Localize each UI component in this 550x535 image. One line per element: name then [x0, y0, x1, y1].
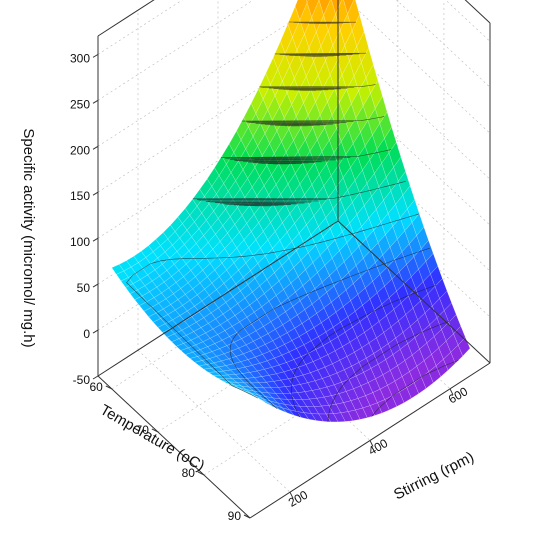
y-tick: [151, 428, 159, 433]
contour-line: [192, 180, 406, 207]
y-tick-label: 80: [182, 466, 196, 480]
contour-line: [259, 84, 376, 91]
contour-line: [288, 21, 357, 24]
contour-line: [126, 213, 420, 399]
x-tick: [449, 388, 454, 396]
contour-line: [229, 247, 430, 409]
z-axis-title: Specific activity (micromol/ mg.h): [20, 128, 37, 347]
y-axis-title: Temperature (oC): [97, 401, 207, 474]
gridline-z: [97, 0, 491, 101]
contour-line: [241, 116, 385, 127]
z-tick: [92, 375, 99, 380]
z-tick-label: 0: [83, 327, 90, 341]
z-tick-label: 100: [70, 235, 90, 249]
y-tick: [105, 385, 113, 390]
z-tick-label: 150: [70, 189, 90, 203]
z-tick-label: 50: [77, 281, 91, 295]
y-tick-label: 90: [228, 509, 242, 523]
x-tick-label: 200: [286, 487, 311, 509]
contour-line: [327, 320, 451, 422]
box-edge: [97, 375, 251, 519]
contour-line: [371, 360, 459, 417]
surface-cell: [306, 0, 309, 4]
gridline-z: [97, 0, 491, 55]
z-tick-label: -50: [73, 373, 91, 387]
z-tick-label: 200: [70, 143, 90, 157]
z-tick: [92, 283, 99, 288]
y-tick: [243, 514, 251, 519]
z-tick: [92, 329, 99, 334]
z-tick-label: 250: [70, 97, 90, 111]
z-tick: [92, 191, 99, 196]
z-tick: [92, 237, 99, 242]
surface-layer: [111, 0, 471, 423]
contour-layer: [126, 21, 459, 422]
x-tick-label: 400: [366, 436, 391, 458]
x-axis-title: Stirring (rpm): [391, 449, 477, 504]
y-tick-label: 70: [136, 423, 150, 437]
x-tick-label: 600: [446, 384, 471, 406]
z-tick: [92, 99, 99, 104]
box-edge: [97, 220, 339, 377]
contour-line: [220, 149, 392, 165]
x-tick: [289, 491, 294, 499]
z-tick-label: 300: [70, 51, 90, 65]
tick-layer: -50 0 50 100 150 200 250 300 60 70 80 90 200 400 600: [70, 51, 470, 523]
z-tick: [92, 145, 99, 150]
z-tick: [92, 53, 99, 58]
gridline-z: [97, 0, 491, 147]
x-tick: [369, 440, 374, 447]
box-edge: [337, 220, 491, 364]
contour-line: [274, 52, 367, 57]
y-tick-label: 60: [89, 380, 103, 394]
box-edge: [97, 0, 155, 37]
y-tick: [197, 471, 205, 476]
contour-line: [290, 284, 437, 418]
